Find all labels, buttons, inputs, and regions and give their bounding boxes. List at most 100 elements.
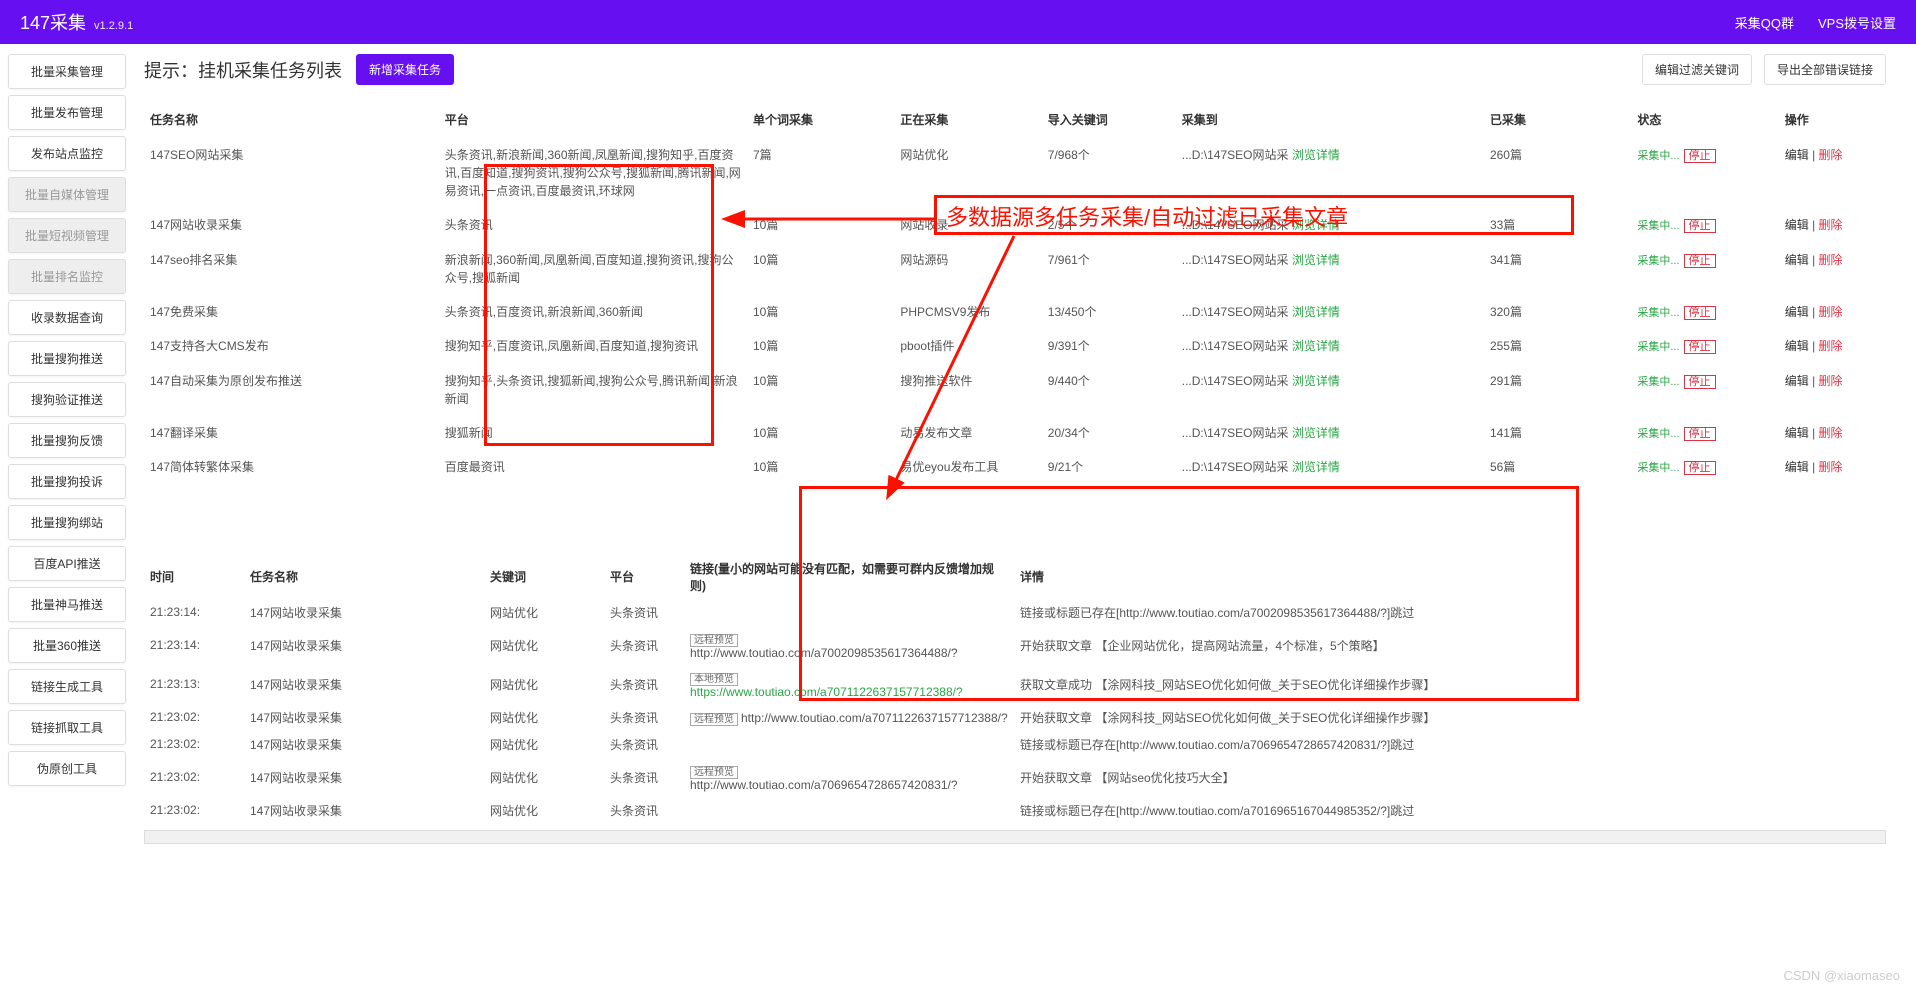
cell-log-link <box>684 599 1014 626</box>
sidebar-item-15[interactable]: 链接生成工具 <box>8 669 126 704</box>
log-row: 21:23:02:147网站收录采集网站优化头条资讯链接或标题已存在[http:… <box>144 731 1886 758</box>
th-log-keyword: 关键词 <box>484 555 604 599</box>
sidebar-item-1[interactable]: 批量发布管理 <box>8 95 126 130</box>
edit-link[interactable]: 编辑 <box>1785 253 1809 267</box>
task-row: 147支持各大CMS发布搜狗知乎,百度资讯,凤凰新闻,百度知道,搜狗资讯10篇p… <box>144 329 1886 364</box>
edit-link[interactable]: 编辑 <box>1785 426 1809 440</box>
cell-single: 10篇 <box>747 450 894 485</box>
cell-platform: 头条资讯,新浪新闻,360新闻,凤凰新闻,搜狗知乎,百度资讯,百度知道,搜狗资讯… <box>439 138 747 208</box>
cell-log-time: 21:23:13: <box>144 665 244 704</box>
sidebar-item-0[interactable]: 批量采集管理 <box>8 54 126 89</box>
cell-platform: 搜狐新闻 <box>439 416 747 451</box>
cell-single: 10篇 <box>747 295 894 330</box>
page-title: 提示：挂机采集任务列表 <box>144 57 342 83</box>
app-title: 147采集 <box>20 9 86 35</box>
sidebar-item-6[interactable]: 收录数据查询 <box>8 300 126 335</box>
browse-link[interactable]: 浏览详情 <box>1292 426 1340 440</box>
sidebar-item-11[interactable]: 批量搜狗绑站 <box>8 505 126 540</box>
delete-link[interactable]: 删除 <box>1819 374 1843 388</box>
edit-link[interactable]: 编辑 <box>1785 148 1809 162</box>
sidebar-item-12[interactable]: 百度API推送 <box>8 546 126 581</box>
cell-log-platform: 头条资讯 <box>604 758 684 797</box>
sidebar-item-7[interactable]: 批量搜狗推送 <box>8 341 126 376</box>
sidebar-item-13[interactable]: 批量神马推送 <box>8 587 126 622</box>
log-url[interactable]: http://www.toutiao.com/a7071122637157712… <box>741 711 1008 725</box>
delete-link[interactable]: 删除 <box>1819 460 1843 474</box>
th-collecting: 正在采集 <box>894 103 1041 138</box>
delete-link[interactable]: 删除 <box>1819 305 1843 319</box>
cell-log-keyword: 网站优化 <box>484 599 604 626</box>
vps-settings-link[interactable]: VPS拨号设置 <box>1818 13 1896 32</box>
cell-log-platform: 头条资讯 <box>604 626 684 665</box>
sidebar-item-17[interactable]: 伪原创工具 <box>8 751 126 786</box>
annotation-arrow-2 <box>134 44 135 45</box>
browse-link[interactable]: 浏览详情 <box>1292 339 1340 353</box>
edit-link[interactable]: 编辑 <box>1785 374 1809 388</box>
sidebar-item-9[interactable]: 批量搜狗反馈 <box>8 423 126 458</box>
cell-action: 编辑 | 删除 <box>1779 243 1886 295</box>
delete-link[interactable]: 删除 <box>1819 218 1843 232</box>
sidebar-item-8[interactable]: 搜狗验证推送 <box>8 382 126 417</box>
th-dest: 采集到 <box>1176 103 1484 138</box>
stop-button[interactable]: 停止 <box>1684 461 1716 475</box>
cell-action: 编辑 | 删除 <box>1779 450 1886 485</box>
browse-link[interactable]: 浏览详情 <box>1292 305 1340 319</box>
cell-log-platform: 头条资讯 <box>604 599 684 626</box>
cell-single: 10篇 <box>747 208 894 243</box>
stop-button[interactable]: 停止 <box>1684 427 1716 441</box>
stop-button[interactable]: 停止 <box>1684 254 1716 268</box>
delete-link[interactable]: 删除 <box>1819 426 1843 440</box>
task-table: 任务名称 平台 单个词采集 正在采集 导入关键词 采集到 已采集 状态 操作 1… <box>144 103 1886 485</box>
log-url[interactable]: http://www.toutiao.com/a7002098535617364… <box>690 646 958 660</box>
cell-dest: ...D:\147SEO网站采 浏览详情 <box>1176 364 1484 416</box>
edit-link[interactable]: 编辑 <box>1785 218 1809 232</box>
cell-collected: 341篇 <box>1484 243 1631 295</box>
cell-collecting: pboot插件 <box>894 329 1041 364</box>
sidebar-item-2[interactable]: 发布站点监控 <box>8 136 126 171</box>
edit-link[interactable]: 编辑 <box>1785 339 1809 353</box>
sidebar-item-16[interactable]: 链接抓取工具 <box>8 710 126 745</box>
stop-button[interactable]: 停止 <box>1684 375 1716 389</box>
cell-log-platform: 头条资讯 <box>604 797 684 824</box>
browse-link[interactable]: 浏览详情 <box>1292 253 1340 267</box>
stop-button[interactable]: 停止 <box>1684 149 1716 163</box>
delete-link[interactable]: 删除 <box>1819 253 1843 267</box>
sidebar-item-10[interactable]: 批量搜狗投诉 <box>8 464 126 499</box>
th-collected: 已采集 <box>1484 103 1631 138</box>
cell-action: 编辑 | 删除 <box>1779 416 1886 451</box>
horizontal-scrollbar[interactable] <box>144 830 1886 844</box>
delete-link[interactable]: 删除 <box>1819 339 1843 353</box>
sidebar-item-14[interactable]: 批量360推送 <box>8 628 126 663</box>
cell-action: 编辑 | 删除 <box>1779 295 1886 330</box>
browse-link[interactable]: 浏览详情 <box>1292 218 1340 232</box>
export-errors-button[interactable]: 导出全部错误链接 <box>1764 54 1886 85</box>
cell-status: 采集中...停止 <box>1631 243 1778 295</box>
cell-log-task: 147网站收录采集 <box>244 797 484 824</box>
edit-filter-button[interactable]: 编辑过滤关键词 <box>1642 54 1752 85</box>
cell-status: 采集中...停止 <box>1631 364 1778 416</box>
cell-status: 采集中...停止 <box>1631 295 1778 330</box>
cell-collecting: 搜狗推送软件 <box>894 364 1041 416</box>
stop-button[interactable]: 停止 <box>1684 306 1716 320</box>
cell-import: 20/34个 <box>1042 416 1176 451</box>
browse-link[interactable]: 浏览详情 <box>1292 148 1340 162</box>
browse-link[interactable]: 浏览详情 <box>1292 374 1340 388</box>
delete-link[interactable]: 删除 <box>1819 148 1843 162</box>
browse-link[interactable]: 浏览详情 <box>1292 460 1340 474</box>
log-url[interactable]: http://www.toutiao.com/a7069654728657420… <box>690 778 958 792</box>
edit-link[interactable]: 编辑 <box>1785 460 1809 474</box>
task-row: 147SEO网站采集头条资讯,新浪新闻,360新闻,凤凰新闻,搜狗知乎,百度资讯… <box>144 138 1886 208</box>
cell-import: 7/968个 <box>1042 138 1176 208</box>
new-task-button[interactable]: 新增采集任务 <box>356 54 454 85</box>
cell-platform: 头条资讯,百度资讯,新浪新闻,360新闻 <box>439 295 747 330</box>
cell-log-keyword: 网站优化 <box>484 797 604 824</box>
cell-dest: ...D:\147SEO网站采 浏览详情 <box>1176 208 1484 243</box>
qq-group-link[interactable]: 采集QQ群 <box>1735 13 1794 32</box>
cell-status: 采集中...停止 <box>1631 138 1778 208</box>
log-url[interactable]: https://www.toutiao.com/a707112263715771… <box>690 685 963 699</box>
title-bar: 提示：挂机采集任务列表 新增采集任务 编辑过滤关键词 导出全部错误链接 <box>144 54 1886 91</box>
stop-button[interactable]: 停止 <box>1684 340 1716 354</box>
preview-tag[interactable]: 远程预览 <box>690 713 738 726</box>
edit-link[interactable]: 编辑 <box>1785 305 1809 319</box>
stop-button[interactable]: 停止 <box>1684 219 1716 233</box>
